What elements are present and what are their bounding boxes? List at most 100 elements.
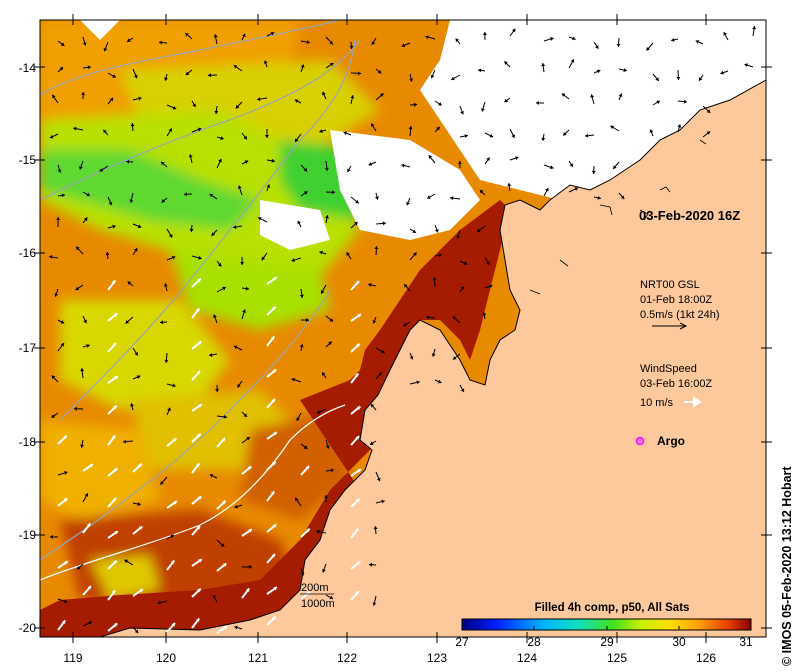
arrow-head [215,388,220,392]
arrow-head [243,135,247,140]
arrow-head [375,196,379,200]
arrow-head [237,383,241,388]
arrow-head [428,155,433,159]
arrow-head [87,65,91,70]
arrow-head [355,436,360,440]
arrow-head [720,70,724,75]
arrow-head [270,31,275,36]
arrow-head [595,45,599,49]
arrow-head [370,441,374,445]
colorbar-tick-28: 28 [527,635,541,649]
arrow-head [482,312,487,316]
wind-streamline [40,404,346,581]
arrow-head [197,588,201,593]
argo-marker-icon [635,436,645,446]
arrow-head [706,109,711,113]
arrow-head [646,46,650,51]
arrow-head [371,123,375,127]
arrow-head [217,262,222,267]
arrow-head [373,526,378,530]
arrow-head [355,281,360,285]
arrow-head [489,133,494,138]
arrow-head [299,294,304,298]
arrow-head [511,28,516,33]
arrow-head [300,572,305,576]
arrow-head [329,62,334,67]
arrow-head [322,91,326,96]
arrow-head [569,163,573,167]
arrow-head [325,445,330,449]
arrow-head [111,280,116,285]
arrow-head [80,368,85,372]
y-tick-20: -20 [19,621,37,635]
arrow-head [241,33,246,38]
y-tick-14: -14 [19,61,37,75]
arrow-head [413,252,417,257]
arrow-head [196,526,201,530]
arrow-head [126,159,130,164]
arrow-head [623,68,627,73]
arrow-head [248,529,252,533]
arrow-head [610,125,615,130]
arrow-head [161,199,166,203]
arrow-head [197,341,202,345]
arrow-head [170,534,174,539]
arrow-head [331,190,335,195]
arrow-head [437,379,442,384]
arrow-head [123,439,127,444]
arrow-head [563,131,567,136]
arrow-head [184,192,188,197]
arrow-head [456,235,461,239]
arrow-head [235,104,240,109]
arrow-head [233,65,238,69]
arrow-head [295,497,299,502]
arrow-head [188,154,193,158]
arrow-head [457,161,462,165]
colorbar-tick-30: 30 [672,635,686,649]
current-legend-scale: 0.5m/s (1kt 24h) [640,309,719,321]
arrow-head [504,61,508,65]
arrow-head [297,220,302,225]
arrow-head [357,469,361,473]
arrow-head [371,41,376,45]
arrow-head [370,403,375,408]
arrow-head [403,322,407,327]
bathymetry-contours [40,20,361,561]
arrow-head [377,70,382,74]
arrow-head [133,248,138,252]
arrow-head [195,463,200,468]
arrow-head [460,286,464,290]
arrow-head [265,135,269,138]
arrow-head [189,228,194,232]
arrow-head [618,93,623,98]
arrow-head [596,69,601,74]
arrow-head [195,308,200,313]
arrow-head [76,246,80,251]
arrow-head [452,316,457,320]
current-legend-title: NRT00 GSL [640,279,700,291]
arrow-head [432,277,437,281]
arrow-head [477,228,481,233]
arrow-head [160,480,164,485]
axis-ticks [34,14,772,643]
arrow-head [233,345,238,350]
arrow-head [451,76,455,81]
arrow-head [63,498,68,502]
arrow-head [413,102,417,107]
arrow-head [86,523,91,528]
arrow-head [291,377,296,382]
arrow-head [133,74,138,79]
x-tick-123: 123 [427,651,447,665]
arrow-head [112,498,117,502]
arrow-head [695,40,700,44]
arrow-head [220,543,225,547]
arrow-head [507,183,512,187]
arrow-head [105,252,110,256]
arrow-head [222,563,227,567]
arrow-head [273,277,277,281]
arrow-head [545,188,549,192]
arrow-head [303,445,308,449]
arrow-head [319,129,323,134]
arrow-head [504,98,508,103]
arrow-head [376,477,381,482]
